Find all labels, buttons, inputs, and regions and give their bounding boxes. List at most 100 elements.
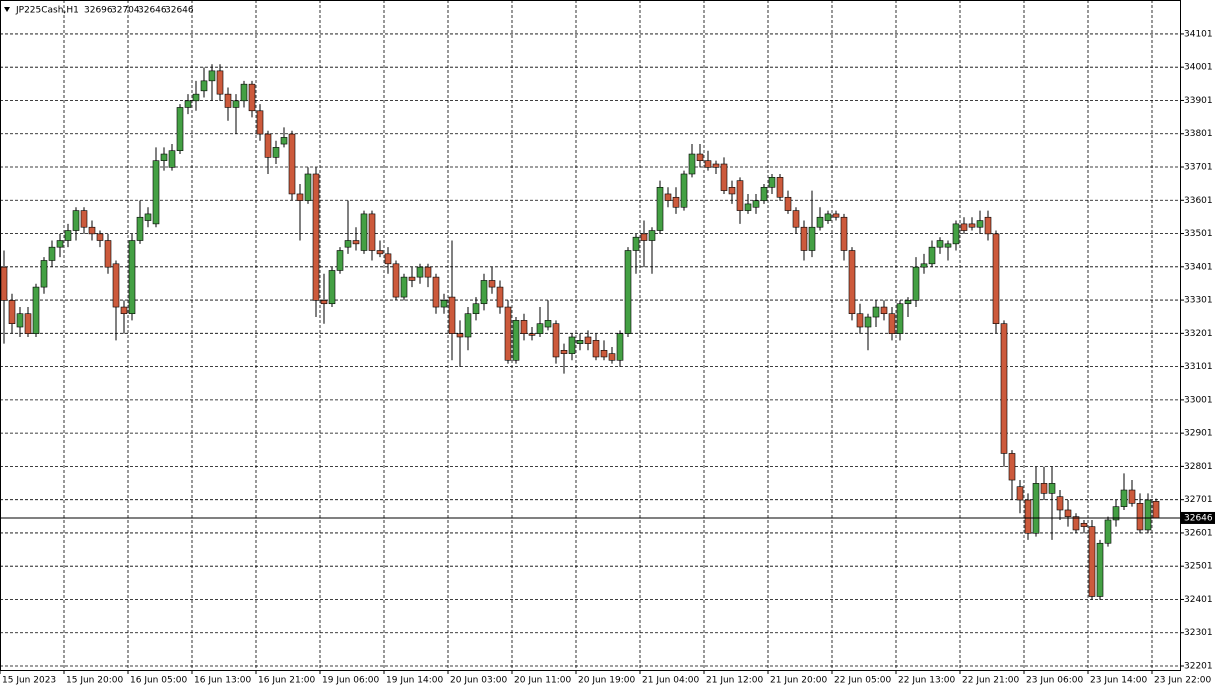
candle-body [984,216,992,235]
candle-body [432,276,440,308]
x-tick-label: 19 Jun 06:00 [322,676,379,686]
candle-body [856,313,864,328]
candle-body [1000,323,1008,454]
candle-body [1016,486,1024,501]
candle-body [760,186,768,201]
candle-body [568,336,576,354]
candle-body [752,200,760,208]
candle-body [896,303,904,334]
candle-body [664,193,672,201]
header-close: 32646 [165,6,194,16]
candle-body [488,280,496,288]
candle-body [56,240,64,248]
candle-body [80,210,88,228]
candle-body [1144,499,1152,531]
candle-body [176,107,184,152]
y-tick-label: 32301 [1184,628,1213,638]
plot-frame [0,0,1181,671]
candle-body [232,100,240,108]
y-tick-label: 33401 [1184,262,1213,272]
candle-body [72,210,80,231]
candle-body [800,226,808,251]
x-tick-label: 23 Jun 14:00 [1090,676,1147,686]
candle-body [40,260,48,288]
candle-body [528,333,536,336]
candle-body [1064,509,1072,517]
y-tick-label: 32201 [1184,662,1213,672]
candle-body [96,233,104,241]
candle-body [872,306,880,318]
x-tick-label: 16 Jun 05:00 [130,676,187,686]
x-tick-label: 15 Jun 20:00 [66,676,123,686]
x-tick-label: 21 Jun 12:00 [706,676,763,686]
candle-body [64,230,72,241]
candle-body [48,246,56,261]
candle-body [880,306,888,315]
candle-body [136,216,144,241]
candle-body [216,70,224,95]
candle-body [600,350,608,358]
y-tick-label: 33101 [1184,362,1213,372]
candle-body [592,340,600,358]
candle-body [200,80,208,92]
candle-body [952,223,960,245]
candle-body [648,230,656,241]
candle-body [128,240,136,315]
candle-body [504,306,512,361]
candle-body [832,213,840,218]
candle-body [560,350,568,354]
candle-body [248,83,256,112]
x-tick-label: 21 Jun 20:00 [770,676,827,686]
candle-body [608,353,616,361]
candle-body [112,263,120,308]
x-tick-label: 22 Jun 21:00 [962,676,1019,686]
candle-body [472,303,480,315]
candle-body [24,313,32,334]
candle-body [1136,503,1144,531]
x-tick-label: 22 Jun 05:00 [834,676,891,686]
y-tick-label: 34101 [1184,29,1213,39]
last-price-label: 32646 [1184,513,1213,523]
candle-body [728,186,736,195]
y-tick-label: 32601 [1184,528,1213,538]
candle-body [888,313,896,334]
candle-body [192,93,200,102]
candle-body [968,223,976,228]
candle-body [440,300,448,308]
candle-body [144,213,152,221]
x-tick-label: 20 Jun 11:00 [514,676,571,686]
y-tick-label: 33801 [1184,129,1213,139]
candle-body [576,340,584,344]
candle-body [32,286,40,334]
candle-body [280,137,288,145]
candle-body [416,266,424,278]
candle-body [448,296,456,334]
candle-body [904,300,912,305]
y-tick-label: 33901 [1184,96,1213,106]
candle-body [688,153,696,175]
candle-body [104,240,112,268]
candle-body [392,263,400,298]
candle-body [736,180,744,211]
candle-body [1112,506,1120,521]
x-tick-label: 19 Jun 14:00 [386,676,443,686]
candle-body [584,336,592,344]
candle-body [328,270,336,305]
header-open: 32696 [84,6,113,16]
x-tick-label: 16 Jun 21:00 [258,676,315,686]
candle-body [920,263,928,268]
grid [0,0,1180,670]
candle-body [960,223,968,231]
candle-body [672,196,680,208]
candle-body [400,276,408,298]
candle-body [352,240,360,245]
header-high: 32704 [111,6,140,16]
candle-body [632,236,640,251]
candle-body [768,177,776,188]
last-price-box [1181,511,1215,524]
candle-body [544,320,552,328]
y-tick-label: 34001 [1184,63,1213,73]
x-tick-label: 16 Jun 13:00 [194,676,251,686]
candle-body [1032,483,1040,534]
candle-body [1120,489,1128,507]
